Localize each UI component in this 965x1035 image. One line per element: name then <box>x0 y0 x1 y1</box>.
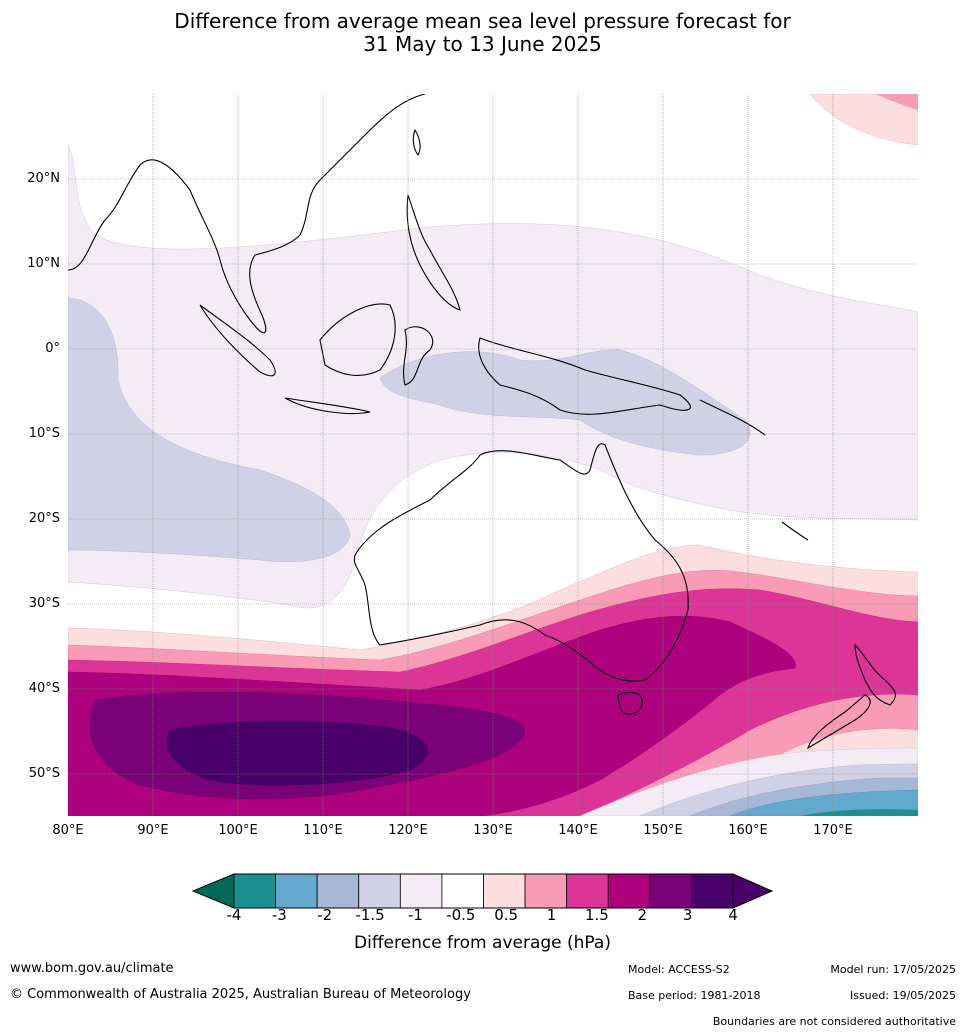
philippines-coastline <box>406 194 461 311</box>
issued-text: Issued: 19/05/2025 <box>849 989 956 1002</box>
taiwan-coastline <box>412 128 421 157</box>
anomaly-band-minus-one-maritime <box>379 349 751 456</box>
new-zealand-south-coastline <box>807 694 871 750</box>
colorbar-segment <box>607 873 651 909</box>
legend-title: Difference from average (hPa) <box>354 933 611 953</box>
new-guinea-coastline <box>478 337 691 415</box>
lon-label-120e: 120°E <box>388 823 428 838</box>
lon-label-90e: 90°E <box>137 823 169 838</box>
lon-label-110e: 110°E <box>303 823 343 838</box>
colorbar-tick-label: -0.5 <box>446 906 476 924</box>
website-link[interactable]: www.bom.gov.au/climate <box>10 961 174 976</box>
colorbar-over-arrow <box>732 873 774 909</box>
australia-coastline <box>353 443 689 682</box>
base-period-text: Base period: 1981-2018 <box>628 989 761 1002</box>
coastlines <box>68 94 896 750</box>
colorbar-segment <box>275 873 318 909</box>
colorbar-tick-label: 1.5 <box>584 906 609 924</box>
lon-label-100e: 100°E <box>218 823 258 838</box>
model-run-text: Model run: 17/05/2025 <box>830 963 956 976</box>
colorbar-segments <box>233 873 734 909</box>
lon-label-140e: 140°E <box>558 823 598 838</box>
colorbar-tick-label: 0.5 <box>494 906 519 924</box>
anomaly-band-minus-three-southeast <box>800 809 918 816</box>
colorbar-segment <box>233 873 276 909</box>
anomaly-band-plus-one-north <box>875 94 918 110</box>
colorbar-tick-label: -1 <box>407 906 423 924</box>
map-title: Difference from average mean sea level p… <box>0 10 965 56</box>
colorbar-tick-label: 1 <box>546 906 557 924</box>
colorbar-tick-label: 4 <box>728 906 738 924</box>
lat-label-20s: 20°S <box>28 511 60 526</box>
colorbar-under-arrow <box>191 873 235 909</box>
lon-label-80e: 80°E <box>52 823 84 838</box>
new-caledonia-coastline <box>781 521 809 541</box>
graticule <box>68 94 918 816</box>
colorbar-tick-label: 2 <box>637 906 648 924</box>
lat-label-40s: 40°S <box>28 681 60 696</box>
boundaries-note: Boundaries are not considered authoritat… <box>712 1015 956 1028</box>
lat-label-10s: 10°S <box>28 426 60 441</box>
sulawesi-coastline <box>403 326 433 386</box>
anomaly-band-plus-half-north <box>809 94 918 146</box>
copyright-text: © Commonwealth of Australia 2025, Austra… <box>10 987 471 1002</box>
lon-label-170e: 170°E <box>813 823 853 838</box>
lon-label-130e: 130°E <box>473 823 513 838</box>
lon-label-150e: 150°E <box>643 823 683 838</box>
anomaly-band-plus-four <box>166 721 428 786</box>
tasmania-coastline <box>617 691 643 715</box>
lat-label-20n: 20°N <box>27 171 60 186</box>
colorbar-tick-label: 3 <box>682 906 693 924</box>
solomon-islands-coastline <box>699 399 766 436</box>
colorbar-segment <box>524 873 568 909</box>
anomaly-band-minus-one-west <box>68 297 351 562</box>
sumatra-coastline <box>199 304 276 377</box>
colorbar-segment <box>441 873 484 909</box>
new-zealand-north-coastline <box>854 643 896 706</box>
model-text: Model: ACCESS-S2 <box>628 963 730 976</box>
lat-label-50s: 50°S <box>28 766 60 781</box>
colorbar-segment <box>566 873 609 909</box>
java-coastline <box>284 397 371 414</box>
colorbar-segment <box>358 873 401 909</box>
lat-label-0: 0° <box>45 341 60 356</box>
lon-label-160e: 160°E <box>728 823 768 838</box>
colorbar-segment <box>691 873 734 909</box>
colorbar-segment <box>399 873 443 909</box>
lat-label-10n: 10°N <box>27 256 60 271</box>
title-line-1: Difference from average mean sea level p… <box>174 9 791 33</box>
title-line-2: 31 May to 13 June 2025 <box>363 32 602 56</box>
colorbar-segment <box>316 873 360 909</box>
colorbar-segment <box>649 873 692 909</box>
borneo-coastline <box>319 303 396 376</box>
asia-mainland-coastline <box>68 94 426 334</box>
colorbar-segment <box>483 873 526 909</box>
lat-label-30s: 30°S <box>28 596 60 611</box>
colorbar-tick-label: -2 <box>317 906 333 924</box>
colorbar-tick-label: -4 <box>226 906 242 924</box>
colorbar-tick-label: -3 <box>271 906 287 924</box>
colorbar-tick-label: -1.5 <box>355 906 385 924</box>
